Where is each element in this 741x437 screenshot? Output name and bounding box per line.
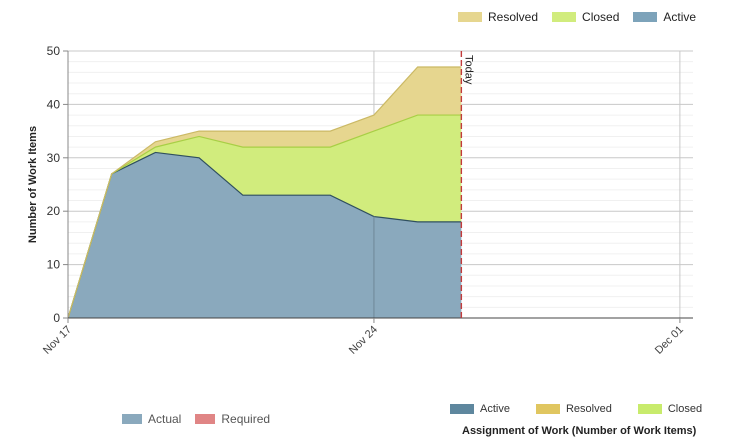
line-closed bbox=[67, 114, 462, 319]
legend-label-closed-2: Closed bbox=[667, 403, 703, 415]
line-active bbox=[67, 151, 462, 319]
legend-swatch-actual bbox=[122, 414, 142, 424]
legend-item-actual[interactable]: Actual bbox=[122, 412, 181, 426]
legend-label-resolved: Resolved bbox=[488, 10, 539, 24]
bottom-chart-title: Assignment of Work (Number of Work Items… bbox=[462, 425, 697, 437]
legend-item-closed[interactable]: Closed bbox=[552, 10, 619, 24]
legend-swatch-closed bbox=[552, 12, 577, 22]
y-tick-label: 0 bbox=[53, 311, 60, 325]
legend-bottom-right: Active Resolved Closed bbox=[450, 403, 716, 415]
today-marker-label: Today bbox=[462, 55, 474, 85]
legend-swatch-resolved-2 bbox=[535, 404, 560, 414]
y-tick-label: 20 bbox=[47, 204, 61, 218]
line-resolved bbox=[67, 66, 462, 319]
legend-swatch-active-2 bbox=[450, 404, 474, 414]
legend-item-required[interactable]: Required bbox=[195, 412, 270, 426]
y-axis-title: Number of Work Items bbox=[27, 126, 39, 243]
x-tick-label: Nov 24 bbox=[347, 324, 380, 357]
legend-label-resolved-2: Resolved bbox=[565, 403, 612, 415]
legend-item-active[interactable]: Active bbox=[633, 10, 696, 24]
y-tick-label: 50 bbox=[47, 44, 61, 58]
legend-swatch-closed-2 bbox=[637, 404, 662, 414]
legend-label-active-2: Active bbox=[480, 403, 510, 415]
legend-bottom-left: Actual Required bbox=[122, 412, 284, 426]
y-tick-label: 10 bbox=[47, 258, 61, 272]
area-resolved bbox=[68, 67, 462, 319]
legend-swatch-required bbox=[195, 414, 216, 424]
legend-label-actual: Actual bbox=[148, 412, 182, 426]
legend-label-required: Required bbox=[221, 412, 271, 426]
legend-item-resolved[interactable]: Resolved bbox=[458, 10, 538, 24]
x-tick-label: Dec 01 bbox=[653, 324, 686, 357]
y-tick-label: 30 bbox=[47, 151, 61, 165]
legend-swatch-active bbox=[633, 12, 658, 22]
legend-label-closed: Closed bbox=[582, 10, 620, 24]
legend-top: Resolved Closed Active bbox=[458, 10, 710, 24]
legend-label-active: Active bbox=[663, 10, 697, 24]
legend-swatch-resolved bbox=[458, 12, 482, 22]
legend-item-closed-2[interactable]: Closed bbox=[637, 403, 703, 415]
x-tick-label: Nov 17 bbox=[41, 324, 74, 357]
y-tick-label: 40 bbox=[47, 97, 61, 111]
legend-item-resolved-2[interactable]: Resolved bbox=[535, 403, 612, 415]
legend-item-active-2[interactable]: Active bbox=[450, 403, 510, 415]
area-active bbox=[68, 152, 462, 318]
area-closed bbox=[68, 115, 462, 318]
